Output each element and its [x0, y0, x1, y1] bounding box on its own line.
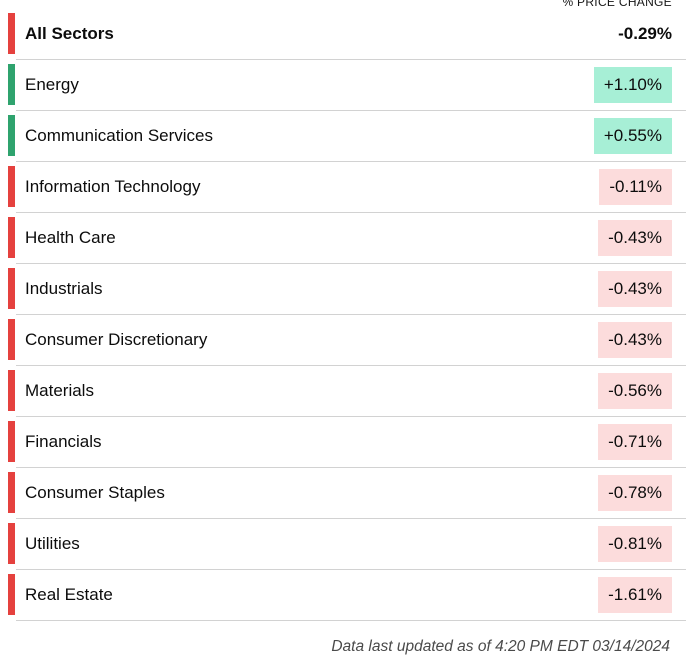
- table-row-energy: Energy +1.10%: [8, 60, 686, 111]
- sector-name: Consumer Discretionary: [25, 330, 208, 349]
- direction-bar: [8, 523, 15, 564]
- sector-name: Energy: [25, 75, 79, 94]
- price-change-column-label: % PRICE CHANGE: [562, 0, 672, 9]
- price-change-value: -1.61%: [598, 576, 672, 614]
- direction-bar: [8, 115, 15, 156]
- rows-container: All Sectors -0.29% Energy +1.10% Communi…: [0, 9, 686, 621]
- sector-name: Real Estate: [25, 585, 113, 604]
- direction-bar: [8, 268, 15, 309]
- table-row-consumer-discretionary: Consumer Discretionary -0.43%: [8, 315, 686, 366]
- sector-name: Financials: [25, 432, 102, 451]
- direction-bar: [8, 13, 15, 54]
- sector-name: Materials: [25, 381, 94, 400]
- direction-bar: [8, 370, 15, 411]
- table-row-all-sectors: All Sectors -0.29%: [8, 9, 686, 60]
- sector-name: All Sectors: [25, 24, 114, 43]
- table-row-financials: Financials -0.71%: [8, 417, 686, 468]
- price-change-value: -0.71%: [598, 423, 672, 461]
- sector-name: Health Care: [25, 228, 116, 247]
- last-updated-note: Data last updated as of 4:20 PM EDT 03/1…: [331, 638, 670, 655]
- direction-bar: [8, 64, 15, 105]
- sector-name: Industrials: [25, 279, 103, 298]
- price-change-value: -0.56%: [598, 372, 672, 410]
- table-row-utilities: Utilities -0.81%: [8, 519, 686, 570]
- table-row-real-estate: Real Estate -1.61%: [8, 570, 686, 621]
- direction-bar: [8, 421, 15, 462]
- direction-bar: [8, 574, 15, 615]
- table-row-materials: Materials -0.56%: [8, 366, 686, 417]
- price-change-value: +0.55%: [593, 117, 672, 155]
- price-change-value: -0.43%: [598, 321, 672, 359]
- table-row-consumer-staples: Consumer Staples -0.78%: [8, 468, 686, 519]
- column-header: % PRICE CHANGE: [0, 0, 686, 9]
- table-row-health-care: Health Care -0.43%: [8, 213, 686, 264]
- sector-name: Information Technology: [25, 177, 201, 196]
- price-change-value: +1.10%: [593, 66, 672, 104]
- table-row-industrials: Industrials -0.43%: [8, 264, 686, 315]
- direction-bar: [8, 472, 15, 513]
- direction-bar: [8, 166, 15, 207]
- direction-bar: [8, 217, 15, 258]
- price-change-value: -0.81%: [598, 525, 672, 563]
- direction-bar: [8, 319, 15, 360]
- price-change-value: -0.11%: [599, 168, 672, 206]
- price-change-value: -0.43%: [598, 270, 672, 308]
- sector-name: Communication Services: [25, 126, 214, 145]
- price-change-value: -0.43%: [598, 219, 672, 257]
- price-change-value: -0.29%: [618, 23, 672, 43]
- sector-name: Utilities: [25, 534, 80, 553]
- table-row-information-technology: Information Technology -0.11%: [8, 162, 686, 213]
- price-change-value: -0.78%: [598, 474, 672, 512]
- table-row-communication-services: Communication Services +0.55%: [8, 111, 686, 162]
- sector-name: Consumer Staples: [25, 483, 165, 502]
